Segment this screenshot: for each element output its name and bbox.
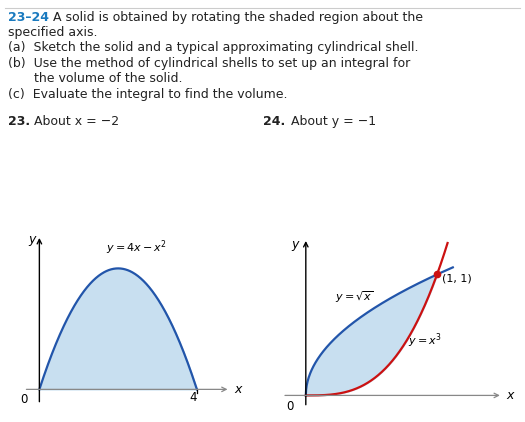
Text: 23–24: 23–24 <box>8 11 49 24</box>
Text: the volume of the solid.: the volume of the solid. <box>34 72 183 85</box>
Text: A solid is obtained by rotating the shaded region about the: A solid is obtained by rotating the shad… <box>45 11 423 24</box>
Text: About x = −2: About x = −2 <box>34 115 119 128</box>
Text: 0: 0 <box>286 400 294 413</box>
Text: y: y <box>28 233 36 246</box>
Text: (a)  Sketch the solid and a typical approximating cylindrical shell.: (a) Sketch the solid and a typical appro… <box>8 41 418 54</box>
Text: 4: 4 <box>189 391 197 404</box>
Text: (1, 1): (1, 1) <box>442 273 472 283</box>
Text: y: y <box>291 238 299 251</box>
Text: specified axis.: specified axis. <box>8 26 97 39</box>
Text: x: x <box>507 389 514 402</box>
Text: $y = \sqrt{x}$: $y = \sqrt{x}$ <box>335 289 374 305</box>
Text: (b)  Use the method of cylindrical shells to set up an integral for: (b) Use the method of cylindrical shells… <box>8 57 410 70</box>
Text: About y = −1: About y = −1 <box>291 115 376 128</box>
Text: x: x <box>234 383 242 396</box>
Text: $y = x^3$: $y = x^3$ <box>408 331 442 350</box>
Text: 23.: 23. <box>8 115 30 128</box>
Text: 24.: 24. <box>262 115 285 128</box>
Text: (c)  Evaluate the integral to find the volume.: (c) Evaluate the integral to find the vo… <box>8 87 287 100</box>
Text: 0: 0 <box>20 393 28 406</box>
Text: $y = 4x - x^2$: $y = 4x - x^2$ <box>106 238 167 257</box>
